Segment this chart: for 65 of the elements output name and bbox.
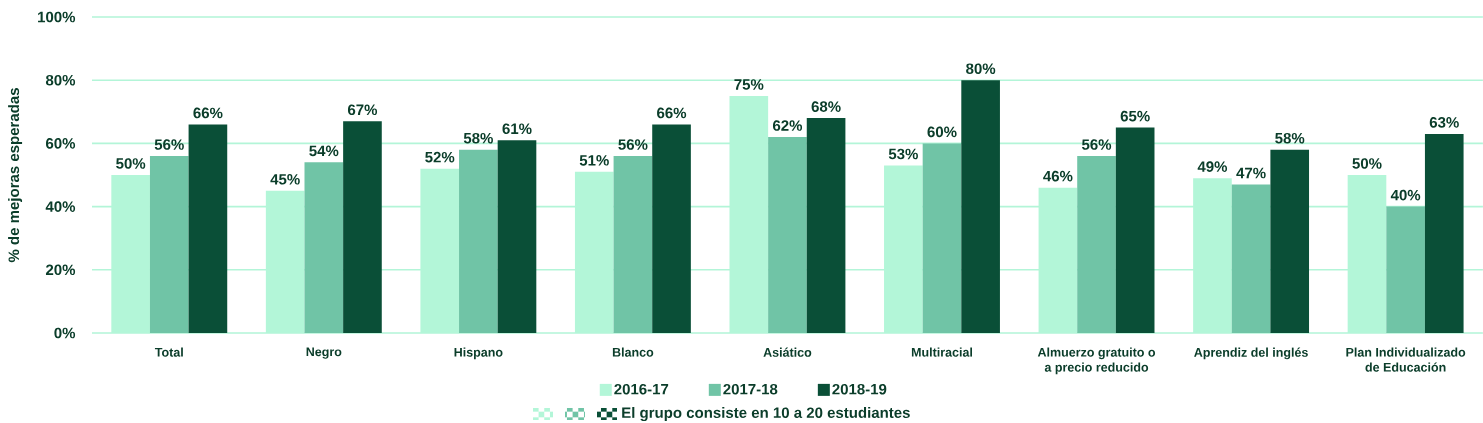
bar [343,121,382,333]
x-tick-label: Almuerzo gratuito o a precio reducido [1037,347,1156,375]
x-tick-label: Asiático [763,347,812,357]
data-label: 65% [1120,110,1150,122]
data-label: 56% [618,139,648,150]
bar [1231,184,1271,333]
bar [768,137,807,333]
bar [961,80,1000,333]
data-label: 50% [1352,158,1382,169]
legend-label: 2017-18 [723,383,778,395]
data-label: 75% [734,79,764,90]
x-tick-label: Negro [306,347,342,359]
x-tick-label: Total [154,347,183,357]
legend-label: 2016-17 [614,383,669,395]
data-label: 53% [888,148,918,160]
bar [613,156,653,333]
bar [459,149,498,333]
y-tick-label: 60% [46,138,76,149]
data-label: 40% [1390,189,1421,201]
legend-label: 2018-19 [832,383,887,395]
data-label: 58% [463,132,493,144]
data-label: 56% [154,139,184,150]
data-label: 66% [657,107,687,119]
x-tick-label: Hispano [454,347,503,360]
data-label: 49% [1197,161,1228,172]
x-tick-label: Plan Individualizado de Educación [1346,347,1466,372]
data-label: 46% [1043,170,1073,182]
data-label: 80% [966,63,996,74]
y-tick-label: 0% [54,327,76,339]
x-tick-label: Aprendiz del inglés [1194,347,1308,360]
y-tick-label: 20% [45,264,76,276]
bar [497,140,537,333]
data-label: 63% [1429,117,1459,128]
bar [188,124,228,333]
bar [1115,127,1155,333]
data-label: 52% [425,151,455,163]
data-label: 62% [772,120,803,131]
bar [1424,133,1464,333]
y-tick-label: 80% [45,74,76,86]
data-label: 66% [193,107,223,119]
data-label: 61% [502,123,532,135]
x-tick-label: Multiracial [911,347,973,357]
x-tick-label: Blanco [612,347,654,357]
data-label: 47% [1236,167,1266,179]
text: El grupo consiste en 10 a 20 estudiantes [622,406,910,422]
bar [806,118,846,333]
bar [149,156,189,333]
data-label: 56% [1081,139,1112,150]
y-tick-label: 40% [45,201,76,212]
data-label: 51% [579,155,609,166]
bar [1077,156,1116,333]
data-label: 68% [811,101,841,112]
data-label: 58% [1275,132,1305,144]
data-label: 60% [927,126,957,138]
data-label: 54% [309,145,339,157]
y-axis-title: % de mejoras esperadas [8,88,23,263]
bar [922,143,962,333]
data-label: 50% [116,158,146,169]
data-label: 45% [270,174,300,185]
y-tick-label: 100% [38,11,76,23]
data-label: 67% [347,104,378,116]
bar [304,162,344,333]
bar [1386,206,1425,333]
bar [1270,149,1310,333]
bar [652,124,691,333]
